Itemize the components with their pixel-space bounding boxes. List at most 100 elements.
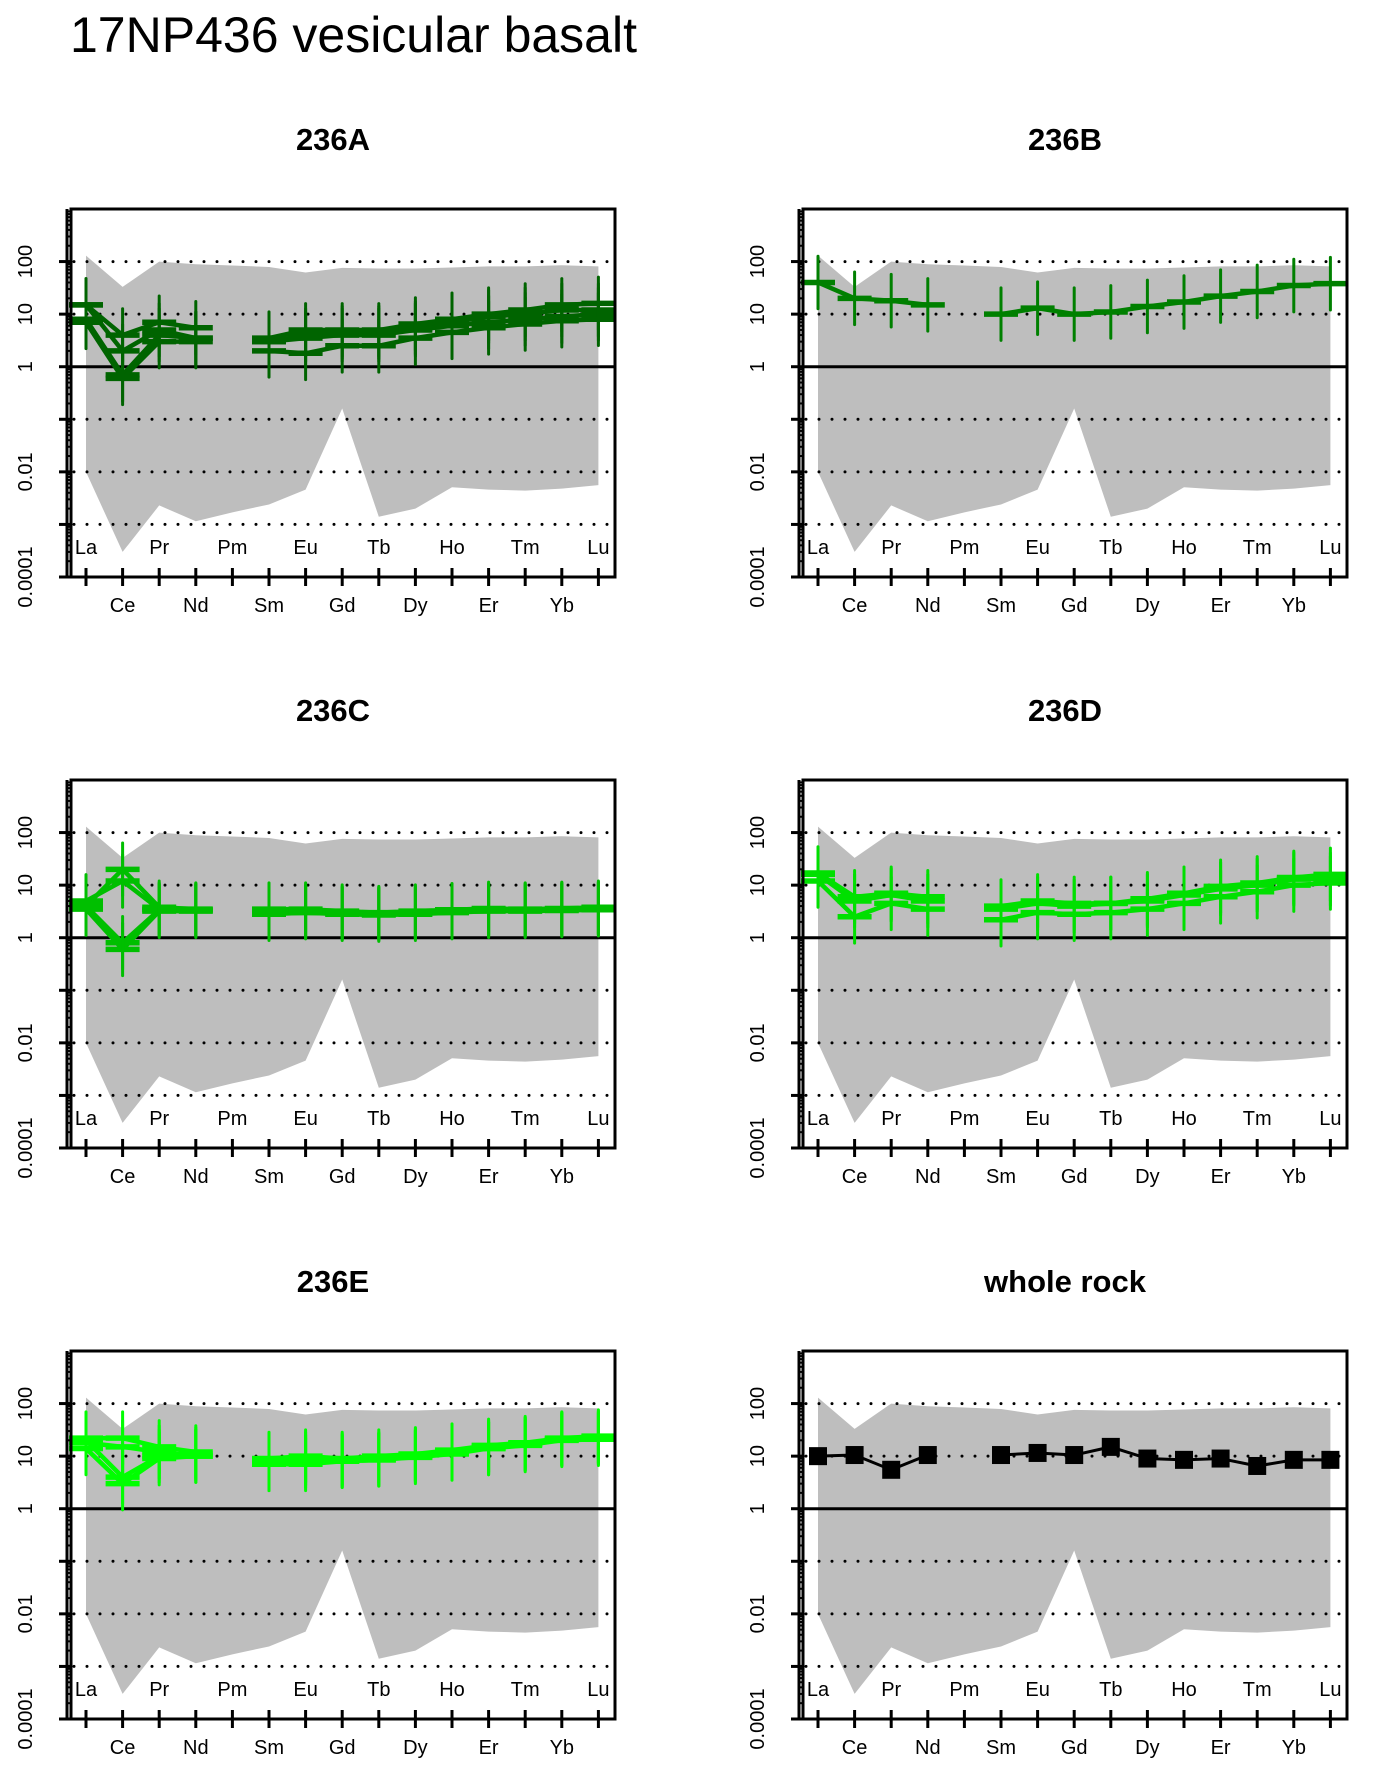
panel-title: 236B	[1028, 122, 1102, 157]
data-point	[1240, 863, 1275, 920]
x-tick-label: Yb	[550, 595, 574, 617]
y-tick-label: 0.01	[15, 1023, 37, 1062]
y-tick-label: 0.0001	[15, 1117, 37, 1178]
data-point	[142, 881, 177, 938]
data-point	[882, 1460, 901, 1479]
x-tick-label: Tm	[1243, 1108, 1272, 1130]
panel-title: 236A	[296, 122, 370, 157]
series-line	[84, 316, 599, 381]
x-tick-label: Ho	[1171, 1108, 1197, 1130]
data-point	[1130, 278, 1165, 335]
x-tick-label: Dy	[1135, 1737, 1159, 1759]
y-tick-label: 10	[747, 1445, 769, 1467]
x-tick-label: Ce	[110, 595, 136, 617]
data-point	[361, 885, 396, 942]
x-tick-label: Tb	[367, 537, 390, 559]
data-point	[325, 885, 360, 942]
data-point	[544, 292, 579, 349]
x-tick-label: La	[75, 537, 98, 559]
x-tick-label: Eu	[293, 537, 317, 559]
data-point	[1167, 274, 1201, 330]
x-tick-label: Gd	[329, 595, 356, 617]
y-tick-label: 1	[747, 1503, 769, 1514]
data-point	[1313, 255, 1348, 312]
panels: 236A 0.0001 0.01 1 10 100 La Ce Pr Nd Pm Sm Eu Gd Tb Dy…	[15, 122, 1349, 1759]
x-tick-label: Sm	[254, 595, 284, 617]
x-tick-label: Lu	[587, 1108, 609, 1130]
x-tick-label: Ce	[110, 1166, 136, 1188]
data-point	[69, 1412, 103, 1469]
x-tick-label: Nd	[915, 595, 941, 617]
x-tick-label: Lu	[1319, 1108, 1341, 1130]
x-tick-label: Lu	[1319, 1679, 1341, 1701]
y-tick-label: 100	[15, 245, 37, 278]
panel-3: 236D 0.0001 0.01 1 10 100 La Ce Pr Nd Pm Sm Eu Gd Tb Dy…	[747, 693, 1349, 1188]
y-tick-label: 10	[15, 1445, 37, 1467]
x-tick-label: Nd	[183, 595, 209, 617]
x-tick-label: Eu	[293, 1108, 317, 1130]
data-point	[252, 1433, 286, 1490]
x-tick-label: Eu	[293, 1679, 317, 1701]
y-tick-label: 0.0001	[747, 1117, 769, 1178]
x-tick-label: Nd	[915, 1166, 941, 1188]
data-point	[471, 1419, 506, 1475]
x-tick-label: Sm	[986, 1166, 1016, 1188]
data-point	[471, 300, 506, 356]
x-tick-label: Pm	[949, 1108, 979, 1130]
data-point	[581, 880, 616, 937]
y-tick-label: 0.0001	[15, 1688, 37, 1749]
data-point	[984, 286, 1018, 342]
data-point	[435, 1424, 469, 1480]
x-tick-label: Dy	[403, 1166, 427, 1188]
y-tick-label: 10	[15, 303, 37, 325]
x-tick-label: Pm	[217, 537, 247, 559]
data-point	[1167, 875, 1201, 932]
y-tick-label: 100	[747, 245, 769, 278]
x-tick-label: Dy	[403, 595, 427, 617]
series-line	[817, 1445, 1331, 1472]
data-point	[508, 296, 543, 352]
x-tick-label: La	[807, 537, 830, 559]
x-tick-label: Er	[479, 595, 499, 617]
x-tick-label: Yb	[1282, 1737, 1306, 1759]
series-line	[84, 904, 599, 946]
x-tick-label: Tm	[511, 1679, 540, 1701]
data-point	[1093, 884, 1128, 941]
data-point	[544, 881, 579, 937]
x-tick-label: Sm	[986, 595, 1016, 617]
x-tick-label: Lu	[587, 1679, 609, 1701]
y-tick-label: 100	[747, 1387, 769, 1420]
panel-4: 236E 0.0001 0.01 1 10 100 La Ce Pr Nd Pm Sm Eu Gd Tb Dy…	[15, 1264, 617, 1759]
x-tick-label: Er	[1211, 1737, 1231, 1759]
x-tick-label: Eu	[1025, 1679, 1049, 1701]
series-3	[69, 291, 616, 407]
series-3	[69, 878, 616, 971]
data-point	[178, 881, 213, 938]
y-tick-label: 0.0001	[15, 546, 37, 607]
x-tick-label: Er	[1211, 595, 1231, 617]
data-point	[105, 350, 140, 407]
x-tick-label: Dy	[403, 1737, 427, 1759]
x-tick-label: Sm	[986, 1737, 1016, 1759]
x-tick-label: Pr	[149, 1108, 169, 1130]
x-tick-label: La	[75, 1679, 98, 1701]
data-point	[508, 881, 543, 938]
data-point	[910, 881, 945, 937]
data-point	[142, 1428, 177, 1484]
data-point	[398, 1427, 433, 1483]
figure-title: 17NP436 vesicular basalt	[70, 7, 637, 63]
y-tick-label: 0.01	[15, 1594, 37, 1633]
data-point	[508, 1416, 543, 1472]
x-tick-label: Er	[1211, 1166, 1231, 1188]
x-tick-label: Tm	[511, 537, 540, 559]
x-tick-label: Pr	[881, 1108, 901, 1130]
panel-0: 236A 0.0001 0.01 1 10 100 La Ce Pr Nd Pm Sm Eu Gd Tb Dy…	[15, 122, 617, 617]
x-tick-label: Ho	[1171, 537, 1197, 559]
data-point	[1284, 1450, 1303, 1469]
data-point	[1211, 1449, 1230, 1468]
data-point	[1138, 1449, 1157, 1468]
data-point	[874, 272, 909, 329]
data-point	[1065, 1446, 1084, 1465]
data-point	[1101, 1437, 1120, 1456]
